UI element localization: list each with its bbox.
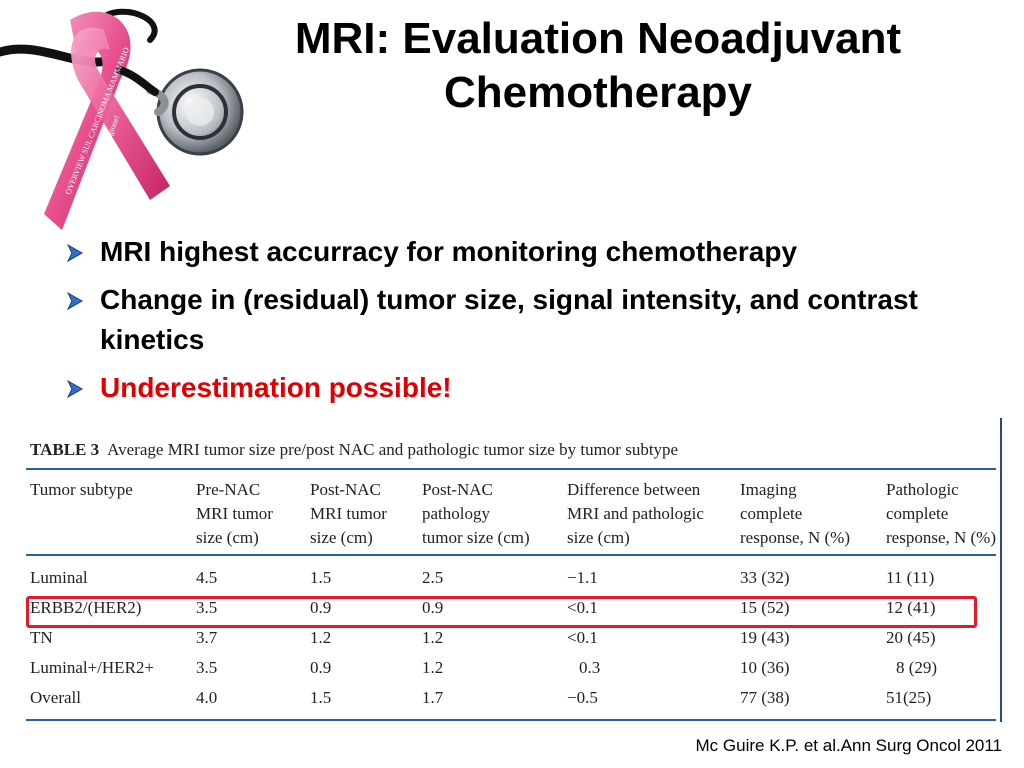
table-rule-bottom: [26, 719, 996, 721]
table-cell: 11 (11): [886, 568, 935, 587]
table-cell: 77 (38): [740, 688, 790, 707]
table-header-cell: Post-NAC pathology tumor size (cm): [422, 478, 530, 550]
table-header-line: MRI tumor: [310, 504, 387, 523]
arrow-bullet-icon: [66, 380, 84, 398]
table-header-cell: Difference between MRI and pathologic size…: [567, 478, 704, 550]
table-cell: 0.3: [579, 658, 601, 677]
table-header-line: size (cm): [310, 528, 373, 547]
table-header-line: complete: [740, 504, 803, 523]
table-header-line: Tumor subtype: [30, 480, 133, 499]
table-cell: 10 (36): [740, 658, 790, 677]
table-cell: 0.9: [310, 598, 332, 617]
table-header-line: Pre-NAC: [196, 480, 261, 499]
table-label: TABLE 3: [30, 440, 100, 459]
bullet-text: MRI highest accurracy for monitoring che…: [100, 236, 798, 267]
table-header-cell: Pathologic complete response, N (%): [886, 478, 996, 550]
table-cell: 3.7: [196, 628, 218, 647]
table-caption: TABLE 3 Average MRI tumor size pre/post N…: [30, 440, 678, 460]
title-line-1: MRI: Evaluation Neoadjuvant: [294, 14, 902, 63]
table-row-label: Luminal+/HER2+: [30, 658, 154, 677]
table-header-cell: Imaging complete response, N (%): [740, 478, 850, 550]
table-cell: 1.2: [422, 628, 444, 647]
results-table: TABLE 3 Average MRI tumor size pre/post N…: [26, 418, 1002, 722]
table-row-label: ERBB2/(HER2): [30, 598, 142, 617]
table-cell: <0.1: [567, 628, 598, 647]
bullet-item: Change in (residual) tumor size, signal …: [66, 280, 986, 360]
table-cell: 8 (29): [896, 658, 938, 677]
table-header-line: Pathologic: [886, 480, 959, 499]
table-header-cell: Tumor subtype: [30, 478, 133, 502]
table-cell: 4.0: [196, 688, 218, 707]
table-row-label: Luminal: [30, 568, 88, 587]
table-cell: 20 (45): [886, 628, 936, 647]
table-cell: 1.2: [422, 658, 444, 677]
table-header-line: MRI and pathologic: [567, 504, 704, 523]
pink-ribbon-stethoscope-icon: OVERVIEW SUL CARCINOMA MAMMARIO a un pas…: [0, 8, 244, 231]
table-right-border: [1000, 418, 1002, 722]
table-cell: 12 (41): [886, 598, 936, 617]
table-header-line: size (cm): [567, 528, 630, 547]
table-cell: 1.5: [310, 568, 332, 587]
table-caption-text: Average MRI tumor size pre/post NAC and …: [107, 440, 679, 459]
arrow-bullet-icon: [66, 244, 84, 262]
table-cell: 51(25): [886, 688, 932, 707]
table-row-label: TN: [30, 628, 53, 647]
table-cell: 3.5: [196, 598, 218, 617]
table-cell: −0.5: [567, 688, 598, 707]
table-cell: 4.5: [196, 568, 218, 587]
bullet-list: MRI highest accurracy for monitoring che…: [66, 232, 986, 416]
table-cell: 1.2: [310, 628, 332, 647]
bullet-text: Change in (residual) tumor size, signal …: [100, 284, 918, 355]
table-cell: 33 (32): [740, 568, 790, 587]
table-header-line: complete: [886, 504, 949, 523]
table-cell: <0.1: [567, 598, 598, 617]
title-line-2: Chemotherapy: [443, 68, 753, 117]
table-rule-top: [26, 468, 996, 470]
highlight-box: [26, 596, 977, 628]
table-header-line: size (cm): [196, 528, 259, 547]
table-cell: 0.9: [422, 598, 444, 617]
table-cell: 3.5: [196, 658, 218, 677]
table-cell: −1.1: [567, 568, 598, 587]
citation: Mc Guire K.P. et al.Ann Surg Oncol 2011: [695, 736, 1002, 755]
table-header-line: Imaging: [740, 480, 797, 499]
table-header-line: response, N (%): [740, 528, 850, 547]
table-header-cell: Post-NAC MRI tumor size (cm): [310, 478, 387, 550]
table-header-line: response, N (%): [886, 528, 996, 547]
table-header-line: MRI tumor: [196, 504, 273, 523]
table-header-line: tumor size (cm): [422, 528, 530, 547]
table-header-line: Post-NAC: [310, 480, 381, 499]
table-row-label: Overall: [30, 688, 81, 707]
bullet-item: MRI highest accurracy for monitoring che…: [66, 232, 986, 272]
slide-title: MRI: Evaluation Neoadjuvant Chemotherapy: [238, 12, 958, 120]
table-header-line: Difference between: [567, 480, 701, 499]
table-cell: 1.7: [422, 688, 444, 707]
table-header-line: pathology: [422, 504, 490, 523]
bullet-item: Underestimation possible!: [66, 368, 986, 408]
table-header-cell: Pre-NAC MRI tumor size (cm): [196, 478, 273, 550]
table-header-line: Post-NAC: [422, 480, 493, 499]
table-cell: 1.5: [310, 688, 332, 707]
table-cell: 2.5: [422, 568, 444, 587]
table-rule-header: [26, 554, 996, 556]
arrow-bullet-icon: [66, 292, 84, 310]
table-cell: 19 (43): [740, 628, 790, 647]
bullet-text: Underestimation possible!: [100, 372, 452, 403]
table-cell: 0.9: [310, 658, 332, 677]
table-cell: 15 (52): [740, 598, 790, 617]
